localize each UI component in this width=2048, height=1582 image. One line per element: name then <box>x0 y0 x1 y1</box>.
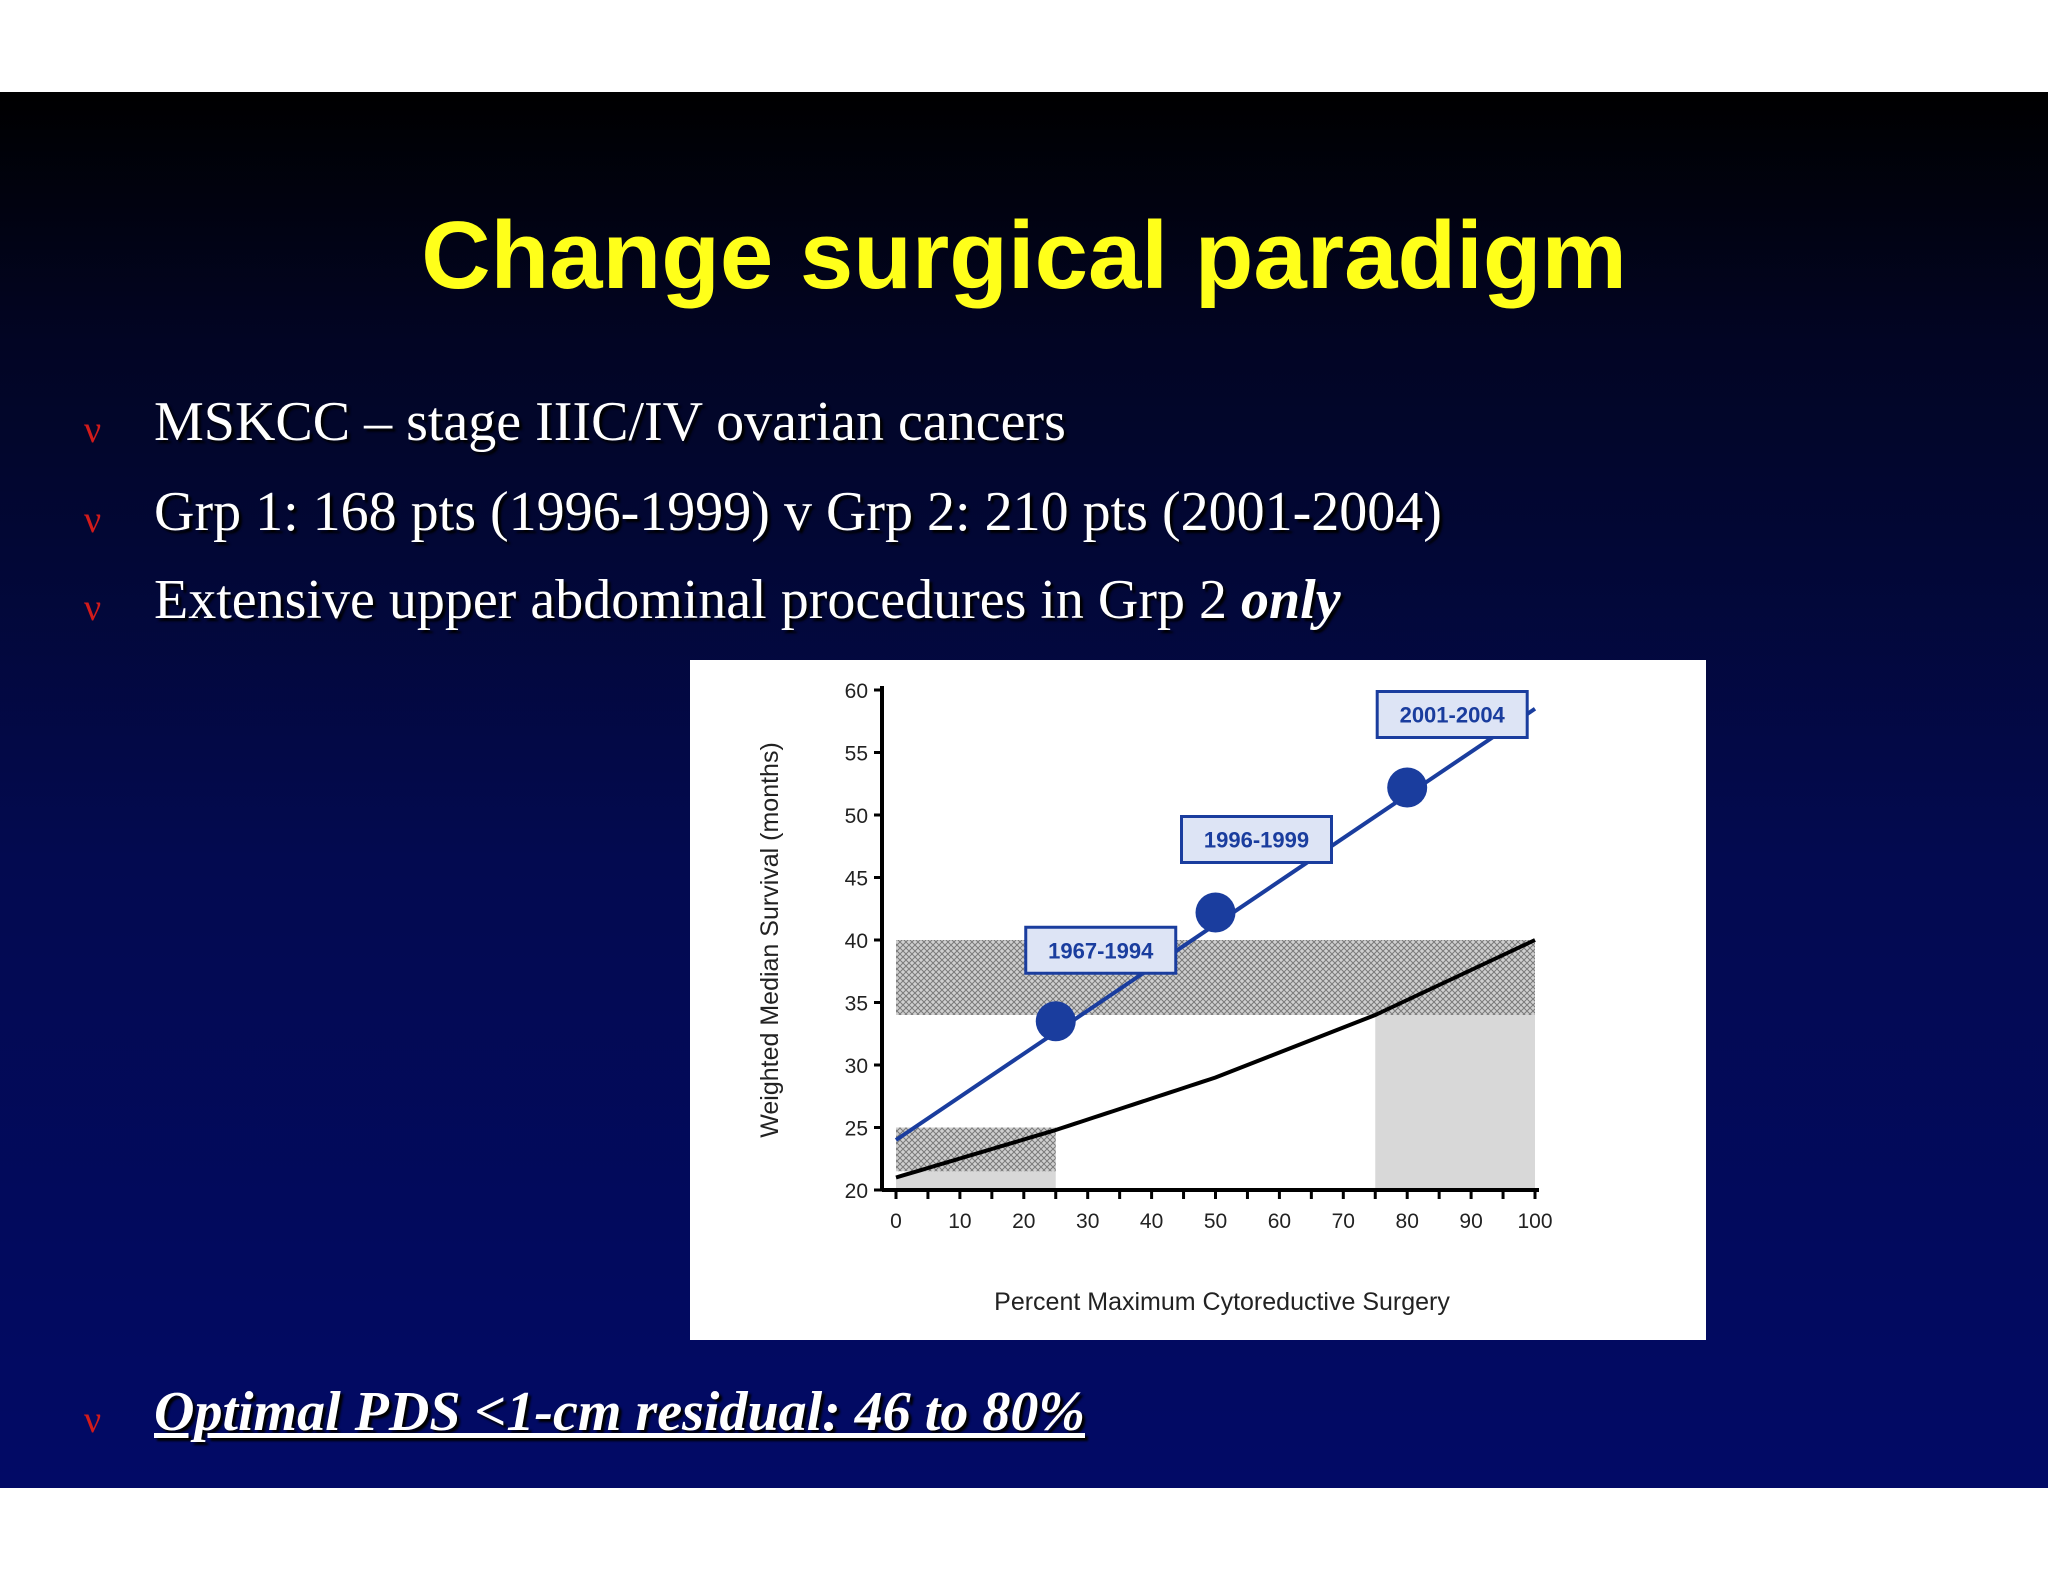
bullet-text: Grp 1: 168 pts (1996-1999) v Grp 2: 210 … <box>154 481 1442 543</box>
x-tick-label: 10 <box>948 1210 971 1233</box>
x-tick-label: 80 <box>1396 1210 1419 1233</box>
x-tick-label: 20 <box>1012 1210 1035 1233</box>
point-label: 1996-1999 <box>1204 828 1309 853</box>
x-tick-label: 100 <box>1517 1210 1552 1233</box>
y-tick-label: 60 <box>845 680 868 703</box>
x-tick-label: 50 <box>1204 1210 1227 1233</box>
bullet-marker-icon: ν <box>84 409 102 451</box>
y-tick-label: 40 <box>845 930 868 953</box>
hatched-band-2 <box>896 940 1535 1015</box>
bullet-text: Extensive upper abdominal procedures in … <box>154 569 1341 632</box>
y-tick-label: 30 <box>845 1055 868 1078</box>
bullet-text: MSKCC – stage IIIC/IV ovarian cancers <box>154 391 1066 453</box>
y-tick-label: 55 <box>845 743 868 766</box>
y-tick-label: 45 <box>845 868 868 891</box>
x-tick-label: 0 <box>890 1210 902 1233</box>
curve-line <box>895 938 1536 1180</box>
bullet-marker-icon: ν <box>84 587 102 629</box>
y-tick-label: 25 <box>845 1118 868 1141</box>
x-tick-label: 30 <box>1076 1210 1099 1233</box>
chart-panel: 20 25 30 35 40 45 50 55 60 0 10 20 30 40 50 60 70 80 90 100… <box>690 660 1706 1340</box>
y-tick-label: 50 <box>845 805 868 828</box>
data-point <box>1387 767 1428 808</box>
bullet-marker-icon: ν <box>84 499 102 541</box>
x-tick-label: 60 <box>1268 1210 1291 1233</box>
bullet-emphasis: only <box>1241 569 1341 631</box>
bullet-text-main: Extensive upper abdominal procedures in … <box>154 569 1242 631</box>
x-tick-label: 90 <box>1459 1210 1482 1233</box>
x-tick-label: 40 <box>1140 1210 1163 1233</box>
hatched-band-1 <box>896 1127 1056 1172</box>
bullet-marker-icon: ν <box>84 1399 102 1441</box>
survival-chart: 20 25 30 35 40 45 50 55 60 0 10 20 30 40 50 60 70 80 90 100… <box>756 680 1553 1316</box>
point-label-box <box>1024 925 1178 975</box>
y-tick-label: 20 <box>845 1180 868 1203</box>
x-tick-label: 70 <box>1332 1210 1355 1233</box>
data-point <box>1195 892 1236 933</box>
slide: Change surgical paradigm ν MSKCC – stage… <box>0 92 2048 1488</box>
y-axis-label: Weighted Median Survival (months) <box>756 742 784 1138</box>
point-label-box <box>1375 690 1529 739</box>
point-label: 1967-1994 <box>1048 938 1154 963</box>
y-tick-label: 35 <box>845 993 868 1016</box>
point-label-box <box>1180 815 1333 864</box>
slide-title: Change surgical paradigm <box>421 202 1627 309</box>
data-point <box>1035 1001 1076 1042</box>
bullet-text: Optimal PDS <1-cm residual: 46 to 80% <box>154 1381 1085 1443</box>
point-label: 2001-2004 <box>1400 703 1506 728</box>
x-axis-label: Percent Maximum Cytoreductive Surgery <box>994 1288 1450 1316</box>
